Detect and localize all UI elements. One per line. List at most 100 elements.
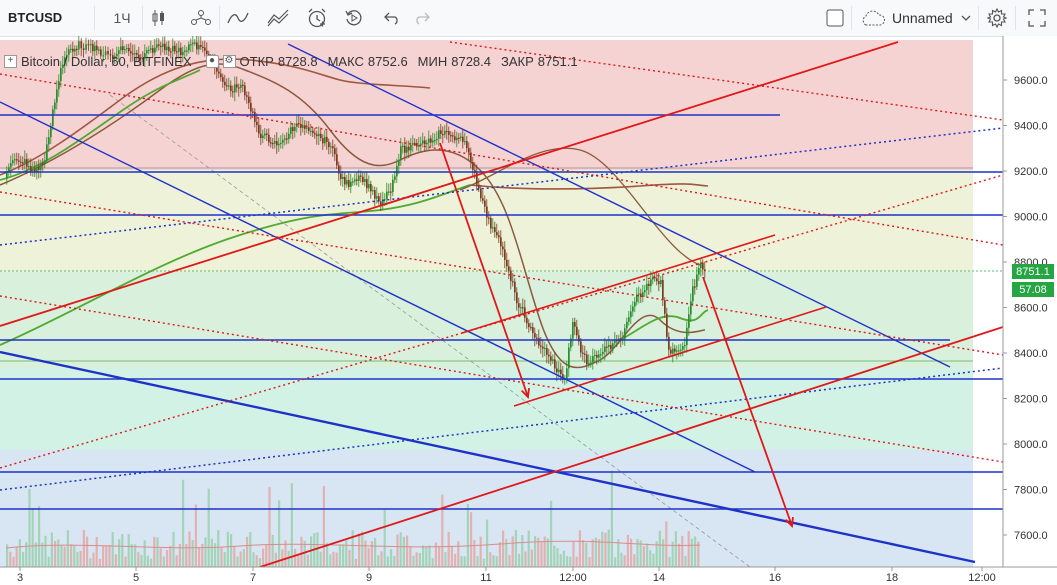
time-axis-bg [0,567,1057,585]
volume-bar [527,530,530,567]
layout-name[interactable]: Unnamed [892,9,953,26]
candle-body [70,48,72,50]
candle-body [556,368,558,373]
candle-body [610,344,612,350]
candle-body [690,301,692,315]
candle-body [528,323,530,328]
interval-button[interactable]: 1Ч [113,9,131,26]
candle-body [348,180,350,187]
alert-icon[interactable] [303,4,331,31]
volume-bar [482,558,485,567]
volume-bar [207,488,210,567]
candle-body [508,266,510,271]
candle-body [694,286,696,288]
candle-body [666,313,668,337]
candle-body [636,294,638,303]
candle-body [538,338,540,346]
candle-body [518,303,520,308]
candle-body [180,47,182,56]
candle-body [144,53,146,59]
undo-icon[interactable] [381,4,403,31]
redo-icon[interactable] [411,4,433,31]
candle-body [276,141,278,146]
replay-icon[interactable] [341,4,367,31]
candle-body [258,124,260,134]
candle-body [282,139,284,143]
volume-bar [73,545,76,567]
candle-body [464,141,466,143]
volume-bar [242,549,245,567]
chevron-down-icon[interactable] [958,4,974,31]
cloud-icon[interactable] [858,4,888,31]
volume-bar [294,548,297,567]
candle-body [608,344,610,347]
candle-body [94,45,96,52]
candle-body [698,268,700,275]
chart-legend: + Bitcoin / Dollar, 60, BITFINEX ● ⚙ ОТК… [4,52,584,70]
zone-band [0,40,973,170]
volume-bar [450,546,453,567]
settings-small-icon[interactable]: ⚙ [222,54,236,68]
candle-body [344,176,346,185]
candle-body [684,345,686,347]
candle-body [156,44,158,48]
candle-body [658,281,660,284]
candle-body [416,142,418,147]
candle-body [532,327,534,333]
symbol-search[interactable]: BTCUSD [8,10,63,25]
candle-body [660,279,662,284]
candle-body [388,191,390,193]
indicators-icon[interactable] [225,4,251,31]
candle-body [478,184,480,189]
candle-body [360,175,362,177]
volume-bar [454,553,457,567]
candles-icon[interactable] [148,4,170,31]
volume-bar [332,551,335,567]
candle-body [326,136,328,142]
candle-body [224,81,226,86]
price-tick-label: 8000.0 [1014,439,1048,451]
candle-body [112,55,114,59]
candle-body [390,191,392,193]
volume-bar [463,556,466,567]
candle-body [368,183,370,189]
candle-body [500,237,502,247]
price-chart[interactable]: 9600.09400.09200.09000.08800.08600.08400… [0,36,1057,585]
candle-body [124,48,126,51]
candle-body [680,349,682,351]
volume-bar [662,539,665,567]
toolbar-separator [142,6,143,30]
compare-icon[interactable] [186,4,216,31]
eye-icon[interactable]: ● [205,54,219,68]
volume-bar [511,536,514,567]
candle-body [434,140,436,142]
candle-body [286,138,288,140]
low-label: МИН [417,53,448,69]
price-axis-bg [1003,36,1057,585]
candle-body [120,46,122,51]
templates-icon[interactable] [264,4,292,31]
collapse-legend-icon[interactable]: + [4,54,17,68]
volume-bar [447,531,450,567]
volume-bar [610,470,613,567]
candle-body [68,49,70,55]
volume-bar [188,531,191,567]
select-checkbox-icon[interactable] [822,4,848,31]
gear-icon[interactable] [984,4,1010,31]
volume-bar [393,555,396,567]
volume-bar [374,537,377,567]
volume-bar [550,500,553,567]
candle-body [350,181,352,187]
candle-body [132,53,134,55]
volume-bar [418,552,421,567]
volume-bar [649,550,652,567]
fullscreen-icon[interactable] [1024,4,1050,31]
candle-body [408,146,410,151]
candle-body [107,51,109,55]
volume-bar [143,540,146,567]
candle-body [342,176,344,180]
candle-body [612,343,614,350]
candle-body [534,332,536,338]
candle-body [76,48,78,51]
volume-bar [441,494,444,567]
